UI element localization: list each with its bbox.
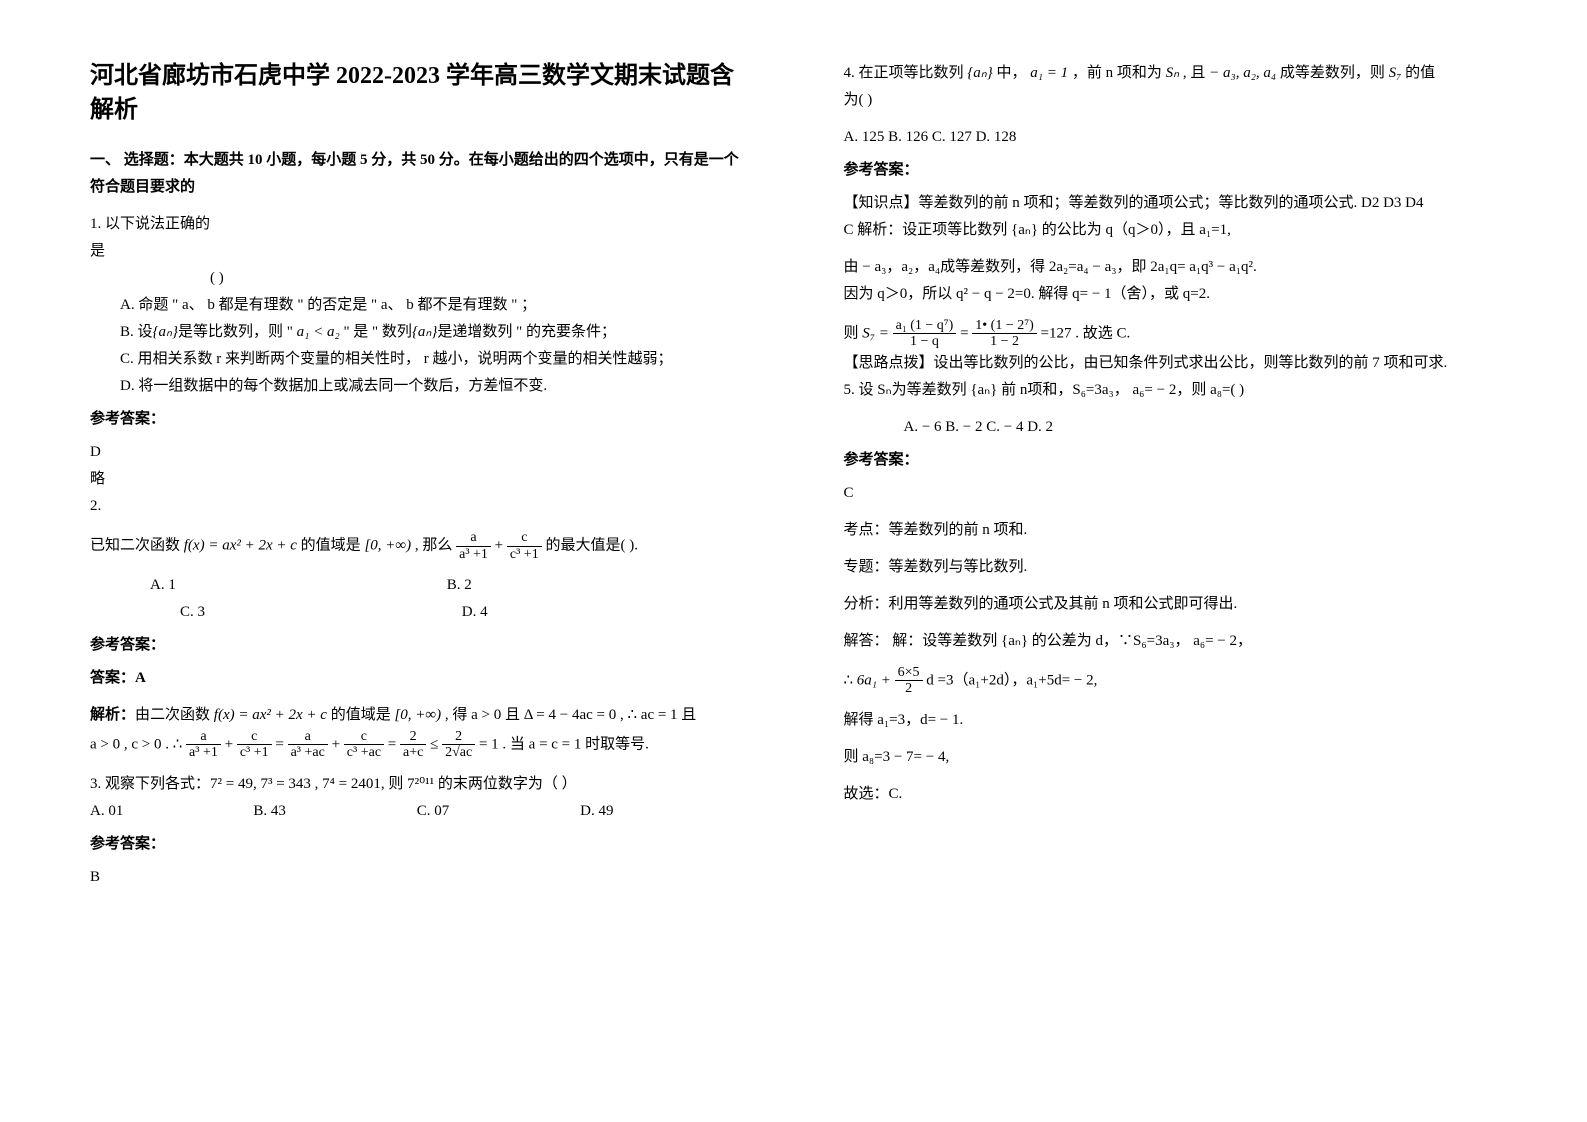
- q2-sol-l1: 解析：由二次函数 f(x) = ax² + 2x + c 的值域是 [0, +∞…: [90, 702, 744, 729]
- q4-stem: 4. 在正项等比数列 {aₙ} 中， a₁ = 1 ，前 n 项和为 Sₙ , …: [844, 60, 1498, 87]
- frac-icon: 1• (1 − 2⁷)1 − 2: [972, 318, 1037, 350]
- q1-optD: D. 将一组数据中的每个数据加上或减去同一个数后，方差恒不变.: [90, 373, 744, 400]
- q1-optB: B. 设{aₙ}是等比数列，则 " a₁ < a₂ " 是 " 数列{aₙ}是递…: [90, 319, 744, 346]
- q2-answer-line: 答案：A: [90, 665, 744, 692]
- q3-optD: D. 49: [580, 798, 743, 825]
- q5-zt: 专题：等差数列与等比数列.: [844, 554, 1498, 581]
- q5-fx: 分析：利用等差数列的通项公式及其前 n 项和公式即可得出.: [844, 591, 1498, 618]
- q2-answer-label: 参考答案：: [90, 632, 744, 659]
- q2-optD: D. 4: [462, 599, 744, 626]
- q2-sol-l2: a > 0 , c > 0 . ∴ aa³ +1 + cc³ +1 = aa³ …: [90, 729, 744, 761]
- frac-icon: aa³ +1: [186, 729, 221, 761]
- q5-final: 故选：C.: [844, 781, 1498, 808]
- q4-options: A. 125 B. 126 C. 127 D. 128: [844, 124, 1498, 151]
- q1-note: 略: [90, 466, 744, 493]
- q4-line-c: C 解析：设正项等比数列 {aₙ} 的公比为 q（q＞0），且 a₁=1,: [844, 217, 1498, 244]
- q5-eq: ∴ 6a₁ + 6×52 d =3（a₁+2d），a₁+5d= − 2,: [844, 665, 1498, 697]
- frac-icon: 6×52: [895, 665, 923, 697]
- q5-kd: 考点：等差数列的前 n 项和.: [844, 517, 1498, 544]
- section-heading: 一、 选择题：本大题共 10 小题，每小题 5 分，共 50 分。在每小题给出的…: [90, 147, 744, 201]
- q5-a8: 则 a₈=3 − 7= − 4,: [844, 744, 1498, 771]
- q2-optB: B. 2: [447, 572, 744, 599]
- q2-opts-row2: C. 3 D. 4: [90, 599, 744, 626]
- q3-optA: A. 01: [90, 798, 253, 825]
- q1-answer: D: [90, 439, 744, 466]
- frac-icon: aa³ +1: [456, 530, 491, 562]
- q4-formula: 则 S₇ = a₁ (1 − q⁷)1 − q = 1• (1 − 2⁷)1 −…: [844, 318, 1498, 350]
- q5-stem: 5. 设 Sₙ为等差数列 {aₙ} 前 n项和，S₆=3a₃， a₆= − 2，…: [844, 377, 1498, 404]
- q3-answer: B: [90, 864, 744, 891]
- q3-options: A. 01 B. 43 C. 07 D. 49: [90, 798, 744, 825]
- q4-thought: 【思路点拨】设出等比数列的公比，由已知条件列式求出公比，则等比数列的前 7 项和…: [844, 350, 1498, 377]
- frac-icon: cc³ +1: [237, 729, 272, 761]
- q5-answer: C: [844, 480, 1498, 507]
- q5-options: A. − 6 B. − 2 C. − 4 D. 2: [844, 414, 1498, 441]
- frac-icon: aa³ +ac: [288, 729, 328, 761]
- page-title: 河北省廊坊市石虎中学 2022-2023 学年高三数学文期末试题含解析: [90, 60, 744, 127]
- q2-optA: A. 1: [150, 572, 447, 599]
- q1-answer-label: 参考答案：: [90, 406, 744, 433]
- q5-jd: 解答： 解：设等差数列 {aₙ} 的公差为 d，∵S₆=3a₃， a₆= − 2…: [844, 628, 1498, 655]
- q1-optA: A. 命题 " a、 b 都是有理数 " 的否定是 " a、 b 都不是有理数 …: [90, 292, 744, 319]
- q3-stem: 3. 观察下列各式：7² = 49, 7³ = 343 , 7⁴ = 2401,…: [90, 771, 744, 798]
- q4-line1: 由 − a₃，a₂，a₄成等差数列，得 2a₂=a₄ − a₃，即 2a₁q= …: [844, 254, 1498, 281]
- q2-stem: 已知二次函数 f(x) = ax² + 2x + c 的值域是 [0, +∞) …: [90, 530, 744, 562]
- q1-paren: ( ): [90, 265, 744, 292]
- q2-opts-row1: A. 1 B. 2: [90, 572, 744, 599]
- q2-num: 2.: [90, 493, 744, 520]
- q3-answer-label: 参考答案：: [90, 831, 744, 858]
- frac-icon: cc³ +1: [507, 530, 542, 562]
- q2-optC: C. 3: [150, 599, 462, 626]
- q1-stem-l2: 是: [90, 238, 744, 265]
- q3-optC: C. 07: [417, 798, 580, 825]
- q5-solve: 解得 a₁=3，d= − 1.: [844, 707, 1498, 734]
- q3-optB: B. 43: [253, 798, 416, 825]
- q5-answer-label: 参考答案：: [844, 447, 1498, 474]
- q1-stem-l1: 1. 以下说法正确的: [90, 211, 744, 238]
- frac-icon: a₁ (1 − q⁷)1 − q: [893, 318, 957, 350]
- frac-icon: 22√ac: [442, 729, 475, 761]
- q4-answer-label: 参考答案：: [844, 157, 1498, 184]
- q1-optC: C. 用相关系数 r 来判断两个变量的相关性时， r 越小，说明两个变量的相关性…: [90, 346, 744, 373]
- q4-knowledge: 【知识点】等差数列的前 n 项和；等差数列的通项公式；等比数列的通项公式. D2…: [844, 190, 1498, 217]
- q4-stem-l2: 为( ): [844, 87, 1498, 114]
- q4-line2: 因为 q＞0，所以 q² − q − 2=0. 解得 q= − 1（舍），或 q…: [844, 281, 1498, 308]
- frac-icon: cc³ +ac: [344, 729, 384, 761]
- frac-icon: 2a+c: [400, 729, 426, 761]
